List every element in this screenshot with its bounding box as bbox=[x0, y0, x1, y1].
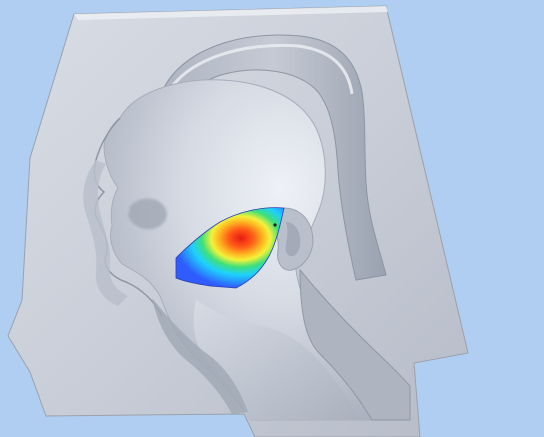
back-shell bbox=[161, 34, 387, 281]
eye-socket bbox=[128, 198, 167, 230]
ear-inner bbox=[285, 222, 301, 257]
plate-edge bbox=[74, 6, 388, 20]
shell-rim bbox=[164, 43, 354, 97]
jaw-underside bbox=[152, 298, 248, 414]
face-side-shadow bbox=[83, 160, 128, 306]
probe-marker[interactable] bbox=[273, 223, 277, 227]
neck-cutaway bbox=[299, 268, 411, 421]
cheek-heatmap[interactable] bbox=[175, 207, 285, 289]
